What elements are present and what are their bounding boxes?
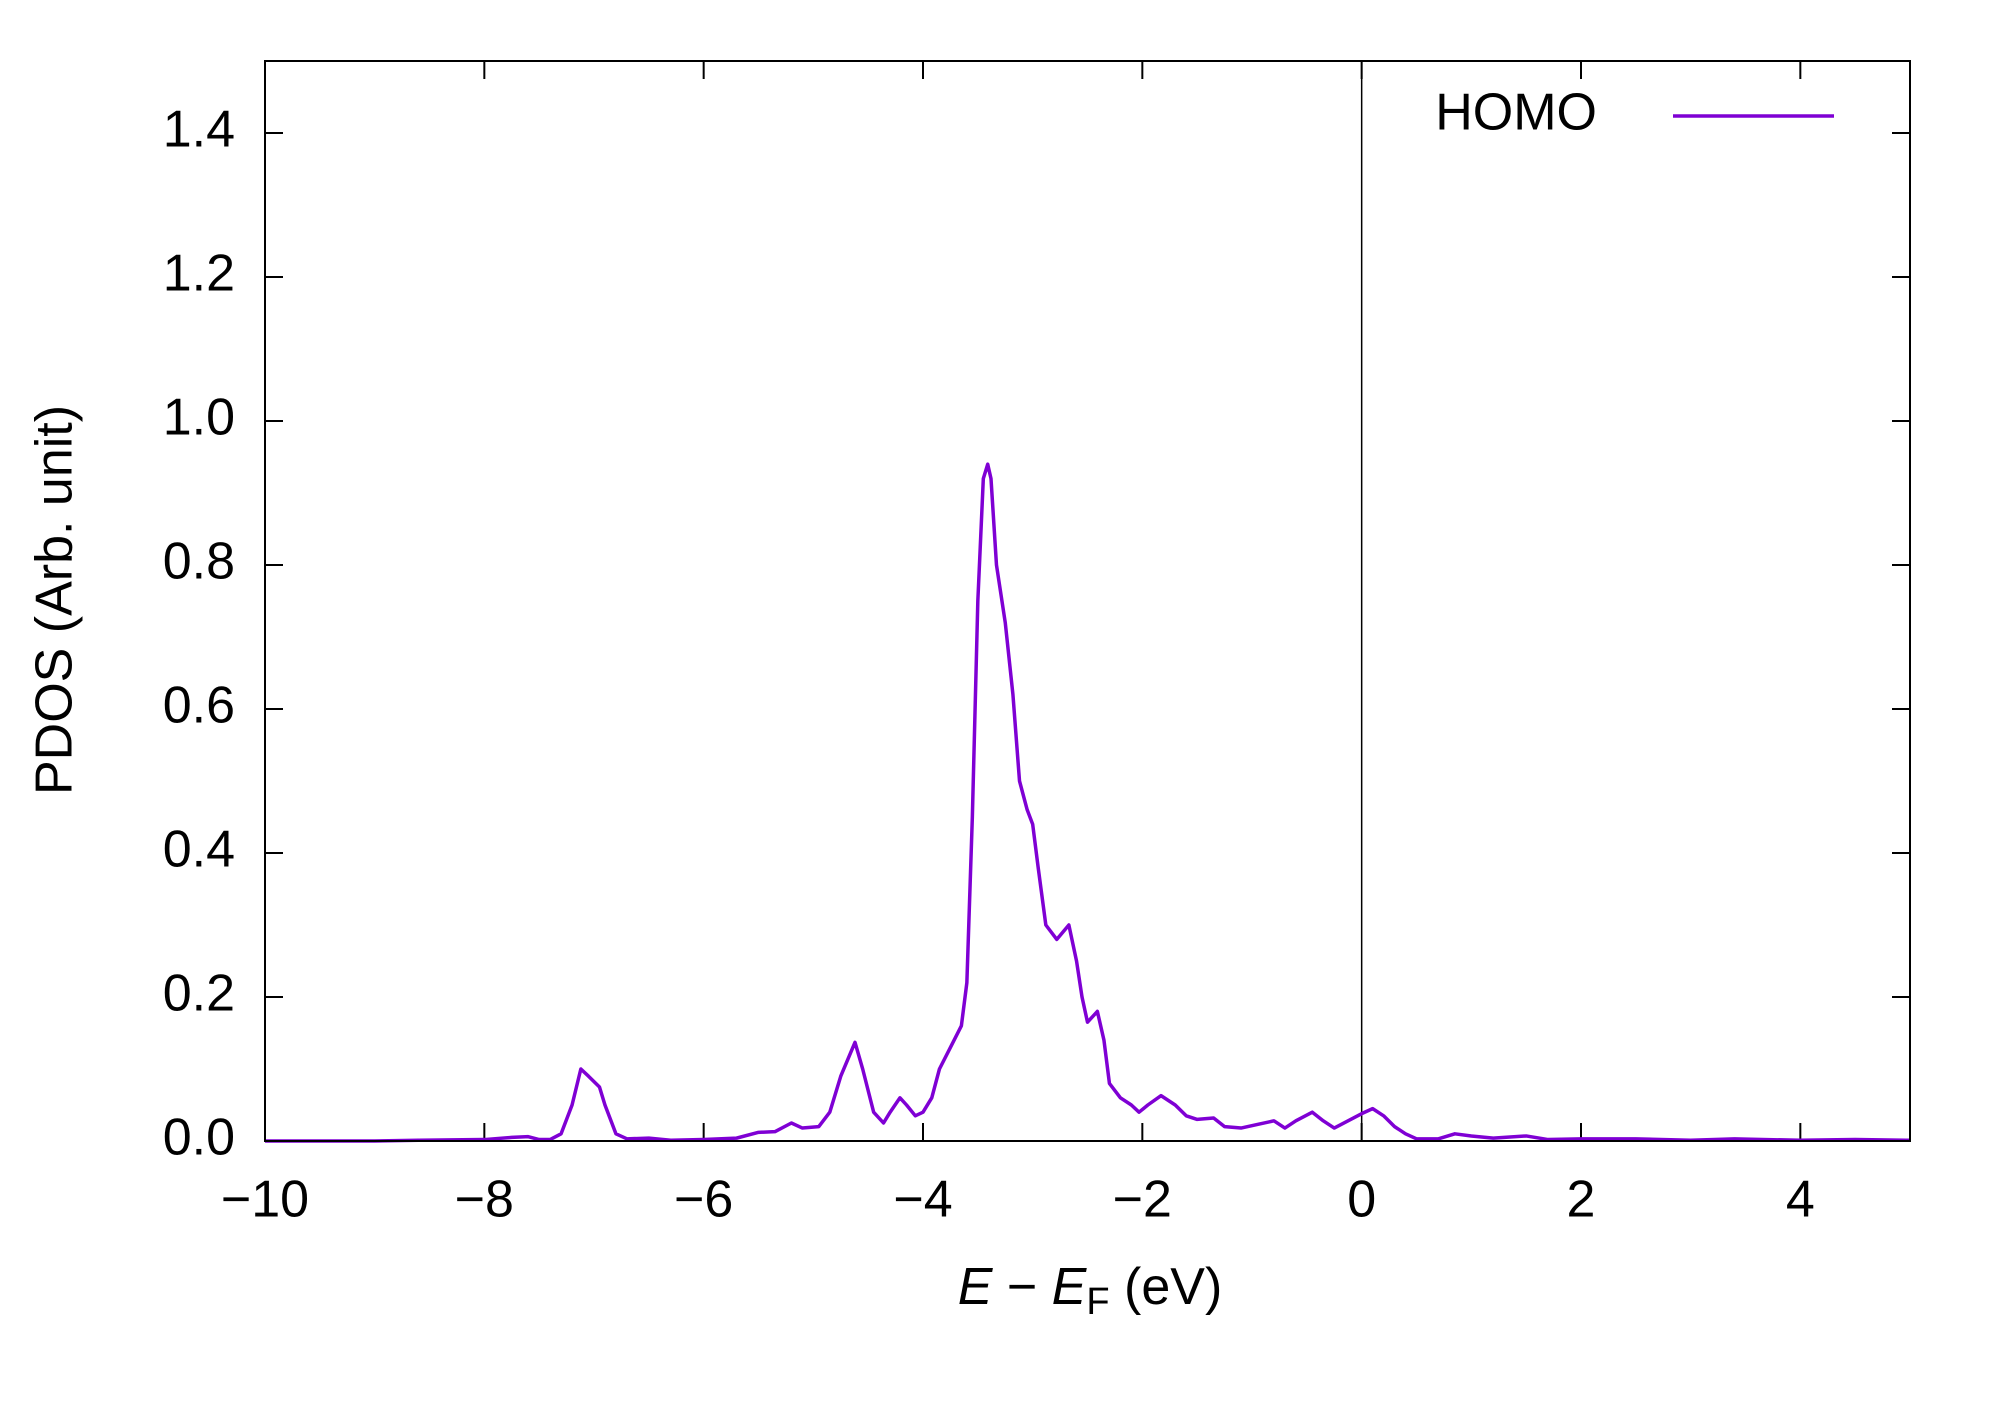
y-tick-label: 0.0 bbox=[163, 1109, 235, 1167]
x-label-part: E bbox=[958, 1258, 994, 1316]
data-line bbox=[265, 462, 1911, 1143]
y-tick-label: 1.2 bbox=[163, 245, 235, 303]
x-label-subscript: F bbox=[1086, 1281, 1109, 1323]
x-label-part: E bbox=[1052, 1258, 1088, 1316]
x-tick-label: 0 bbox=[1347, 1171, 1376, 1229]
x-tick-label: −6 bbox=[674, 1171, 733, 1229]
y-tick-label: 0.8 bbox=[163, 533, 235, 591]
x-tick-label: −10 bbox=[221, 1171, 309, 1229]
y-tick-label: 0.6 bbox=[163, 677, 235, 735]
y-axis-label: PDOS (Arb. unit) bbox=[26, 405, 84, 795]
y-tick-label: 1.4 bbox=[163, 101, 235, 159]
legend-label: HOMO bbox=[1435, 84, 1597, 142]
x-tick-label: −4 bbox=[893, 1171, 952, 1229]
x-label-part: (eV) bbox=[1110, 1258, 1223, 1316]
y-tick-label: 0.2 bbox=[163, 965, 235, 1023]
x-tick-label: 2 bbox=[1567, 1171, 1596, 1229]
x-label-part: − bbox=[992, 1258, 1051, 1316]
x-tick-label: 4 bbox=[1786, 1171, 1815, 1229]
x-axis-label: E − EF (eV) bbox=[958, 1258, 1223, 1323]
y-tick-label: 1.0 bbox=[163, 389, 235, 447]
x-tick-label: −8 bbox=[455, 1171, 514, 1229]
y-tick-label: 0.4 bbox=[163, 821, 235, 879]
plot-frame bbox=[264, 60, 1911, 1142]
x-tick-label: −2 bbox=[1113, 1171, 1172, 1229]
